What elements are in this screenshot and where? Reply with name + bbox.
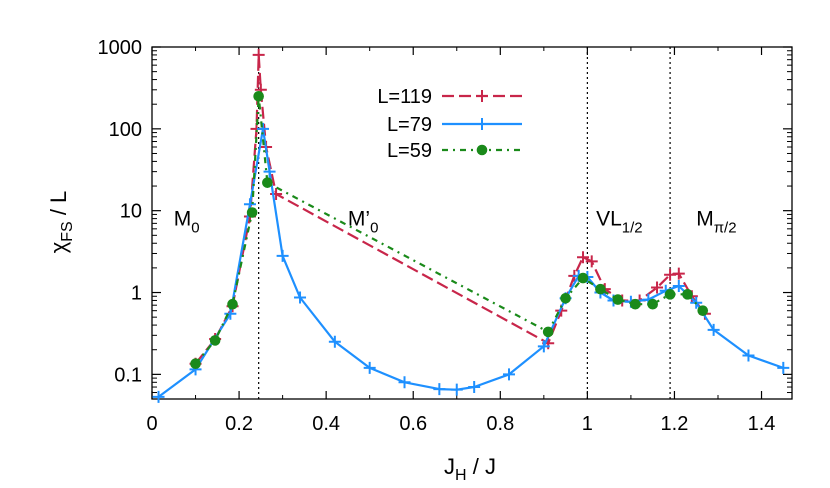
legend-label: L=79 (387, 114, 432, 136)
y-axis-title: χFS / L (46, 191, 76, 254)
y-axis-title-main: χ (46, 241, 71, 253)
x-tick-label: 0.6 (399, 413, 427, 435)
y-tick-label: 10 (120, 201, 142, 223)
series-0-point (577, 251, 590, 264)
x-axis-title-rest: / J (467, 454, 496, 479)
y-tick-label: 1 (131, 283, 142, 305)
series-2-point (612, 294, 624, 305)
x-axis-title: JH / J (444, 454, 496, 484)
series-1-point (224, 307, 237, 320)
x-tick-label: 0.2 (225, 413, 253, 435)
x-axis-title-main: J (444, 454, 455, 479)
series-1-point (503, 368, 516, 381)
x-tick-label: 1 (582, 413, 593, 435)
region-label-main: M’ (348, 208, 370, 231)
y-tick-label: 0.1 (114, 364, 142, 386)
series-1-point (672, 280, 685, 293)
series-0-point (664, 268, 677, 281)
x-tick-label: 0 (146, 413, 157, 435)
series-0-point (585, 255, 598, 268)
y-axis-title-rest: / L (46, 191, 71, 222)
legend-label: L=59 (387, 140, 432, 162)
series-1-point (742, 349, 755, 362)
series-2-point (190, 358, 201, 369)
region-label-sub: 0 (370, 220, 378, 237)
series-1-point (707, 323, 720, 336)
series-1-point (363, 361, 376, 374)
series-2-point (697, 305, 709, 316)
series-2-point (542, 326, 554, 338)
x-tick-label: 0.8 (486, 413, 514, 435)
x-tick-label: 0.4 (312, 413, 340, 435)
y-axis-title-sub: FS (59, 221, 76, 241)
series-1-point (263, 165, 276, 178)
series-1-point (777, 361, 790, 374)
series-1-point (398, 376, 411, 389)
series-2-point (682, 289, 693, 300)
series-2-point (664, 289, 676, 300)
region-label: Mπ/2 (696, 208, 736, 237)
y-tick-label: 1000 (98, 37, 143, 59)
x-tick-label: 1.4 (748, 413, 776, 435)
series-2-point (629, 298, 641, 310)
region-label-sub: 1/2 (622, 220, 643, 237)
series-0-point (252, 48, 265, 61)
legend-marker (476, 90, 488, 102)
region-label-sub: π/2 (714, 220, 737, 237)
x-tick-label: 1.2 (661, 413, 689, 435)
region-label: M’0 (348, 208, 379, 237)
region-label: M0 (174, 208, 200, 237)
x-axis-title-sub: H (455, 467, 467, 484)
series-1-point (328, 335, 341, 348)
region-label-main: M (696, 208, 714, 231)
region-label-main: VL (596, 208, 622, 231)
legend-label: L=119 (377, 86, 432, 108)
series-2-point (577, 272, 589, 284)
series-2-point (647, 298, 658, 310)
legend-marker (476, 118, 488, 130)
series-2-point (560, 292, 571, 304)
series-2-point (227, 298, 238, 310)
series-0-point (651, 281, 664, 294)
series-1-point (433, 383, 446, 396)
series-1-point (294, 291, 307, 304)
series-1-point (468, 381, 481, 394)
region-label: VL1/2 (596, 208, 643, 237)
series-1-point (537, 340, 550, 353)
region-label-sub: 0 (191, 220, 199, 237)
series-2-point (209, 335, 221, 346)
legend-marker (476, 144, 488, 156)
series-1-point (450, 383, 463, 396)
series-2-point (246, 207, 258, 218)
series-1-point (152, 390, 165, 403)
region-label-main: M (174, 208, 192, 231)
y-tick-label: 100 (109, 119, 142, 141)
series-2-point (253, 90, 264, 102)
series-1-point (276, 249, 289, 262)
series-2-point (595, 283, 606, 295)
series-0-point (672, 267, 685, 280)
series-2-point (262, 177, 273, 188)
